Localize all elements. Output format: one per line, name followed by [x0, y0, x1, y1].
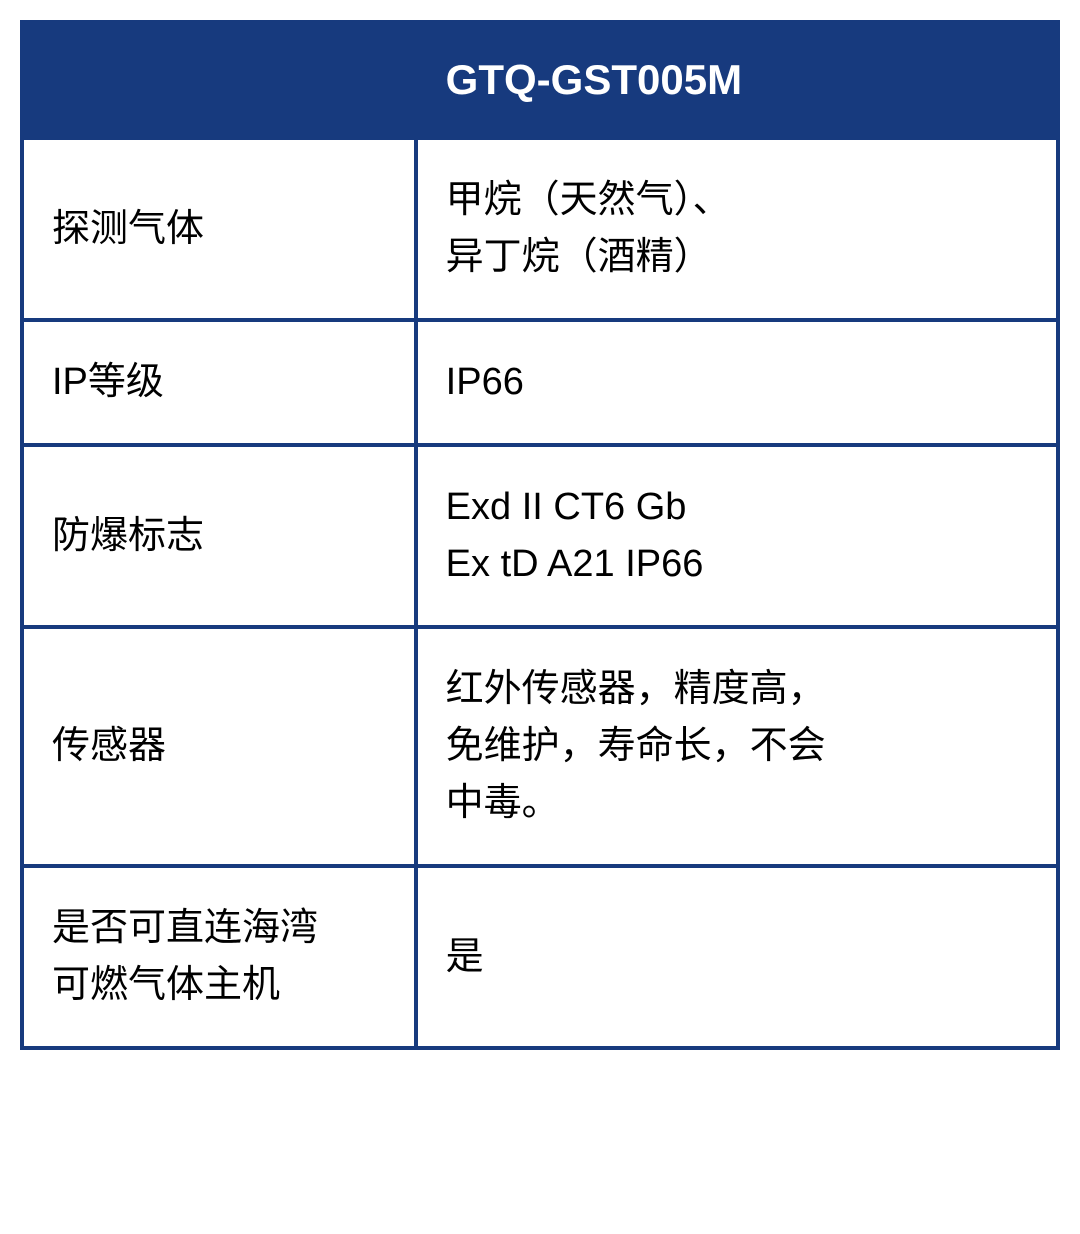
spec-label-sensor: 传感器 [22, 627, 416, 866]
spec-value-sensor: 红外传感器，精度高，免维护，寿命长，不会中毒。 [416, 627, 1058, 866]
table-header-model: GTQ-GST005M [416, 22, 1058, 138]
spec-table: GTQ-GST005M 探测气体 甲烷（天然气）、异丁烷（酒精） IP等级 IP… [20, 20, 1060, 1050]
table-row: 是否可直连海湾可燃气体主机 是 [22, 866, 1058, 1048]
spec-value-detect-gas: 甲烷（天然气）、异丁烷（酒精） [416, 138, 1058, 320]
table-row: IP等级 IP66 [22, 320, 1058, 445]
spec-value-direct-connect: 是 [416, 866, 1058, 1048]
spec-label-direct-connect: 是否可直连海湾可燃气体主机 [22, 866, 416, 1048]
table-row: 传感器 红外传感器，精度高，免维护，寿命长，不会中毒。 [22, 627, 1058, 866]
spec-value-ip-rating: IP66 [416, 320, 1058, 445]
spec-label-detect-gas: 探测气体 [22, 138, 416, 320]
spec-value-ex-mark: Exd II CT6 GbEx tD A21 IP66 [416, 445, 1058, 627]
table-row: 防爆标志 Exd II CT6 GbEx tD A21 IP66 [22, 445, 1058, 627]
spec-label-ex-mark: 防爆标志 [22, 445, 416, 627]
table-header-row: GTQ-GST005M [22, 22, 1058, 138]
spec-label-ip-rating: IP等级 [22, 320, 416, 445]
table-header-empty [22, 22, 416, 138]
table-row: 探测气体 甲烷（天然气）、异丁烷（酒精） [22, 138, 1058, 320]
